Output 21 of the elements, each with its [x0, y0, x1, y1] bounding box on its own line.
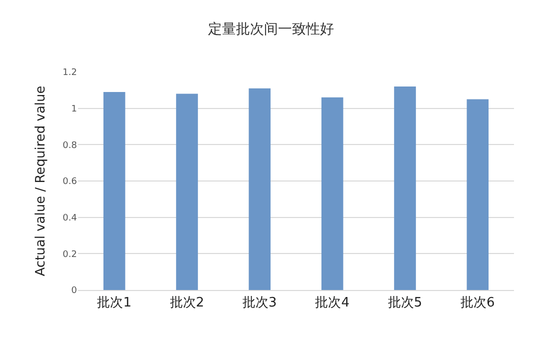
x-tick-label: 批次1 — [97, 296, 132, 311]
y-tick-label: 1.2 — [62, 68, 77, 78]
bar — [248, 88, 271, 290]
y-tick-label: 0.8 — [62, 140, 78, 151]
bar — [466, 99, 489, 290]
x-tick-label: 批次2 — [170, 296, 204, 311]
bar — [321, 97, 344, 290]
x-tick-label: 批次6 — [460, 296, 495, 311]
x-tick-label: 批次5 — [388, 296, 422, 311]
y-tick-label: 0.4 — [62, 213, 78, 224]
y-tick-label: 1 — [71, 104, 77, 114]
chart-title: 定量批次间一致性好 — [208, 22, 334, 38]
bar — [394, 86, 416, 290]
bar — [176, 94, 198, 290]
y-tick-label: 0 — [71, 286, 78, 296]
x-tick-label: 批次3 — [242, 296, 277, 311]
bar — [103, 92, 126, 290]
y-axis-title: Actual value / Required value — [34, 86, 49, 276]
y-tick-label: 0.2 — [62, 250, 77, 260]
y-tick-label: 0.6 — [62, 177, 78, 188]
x-tick-label: 批次4 — [315, 296, 350, 311]
